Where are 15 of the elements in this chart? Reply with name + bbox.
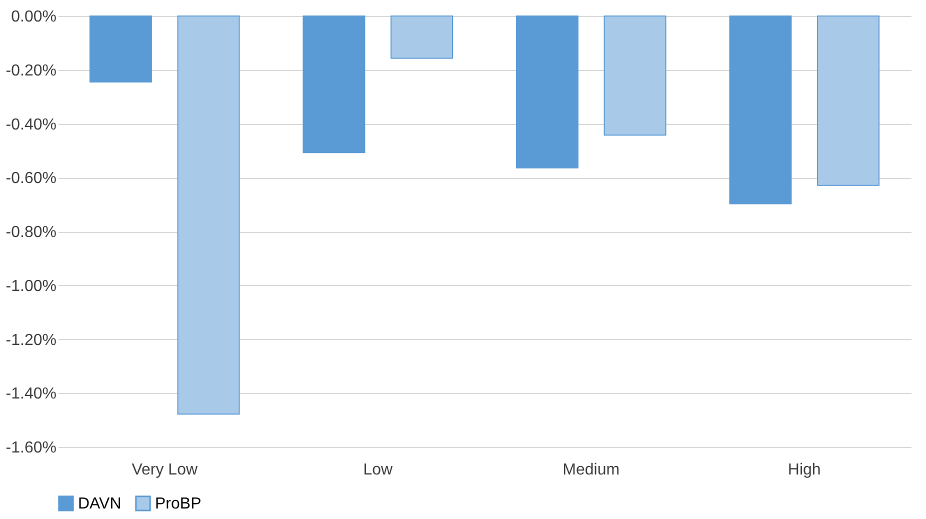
y-tick-label: -0.20% <box>6 62 56 80</box>
y-tick-label: 0.00% <box>11 8 56 26</box>
legend-label: DAVN <box>78 495 122 512</box>
legend-label: ProBP <box>155 495 202 512</box>
x-tick-label: Very Low <box>132 462 198 478</box>
x-tick-label: Low <box>363 462 393 478</box>
x-tick-label: High <box>788 462 821 478</box>
y-tick-label: -1.20% <box>6 332 56 349</box>
y-tick-label: -0.60% <box>6 170 56 188</box>
x-tick-label: Medium <box>562 462 620 478</box>
y-tick-label: -0.40% <box>6 116 56 134</box>
y-tick-label: -1.00% <box>6 278 56 295</box>
y-tick-label: -0.80% <box>6 224 56 241</box>
y-tick-label: -1.40% <box>6 386 56 403</box>
y-tick-label: -1.60% <box>6 440 56 456</box>
